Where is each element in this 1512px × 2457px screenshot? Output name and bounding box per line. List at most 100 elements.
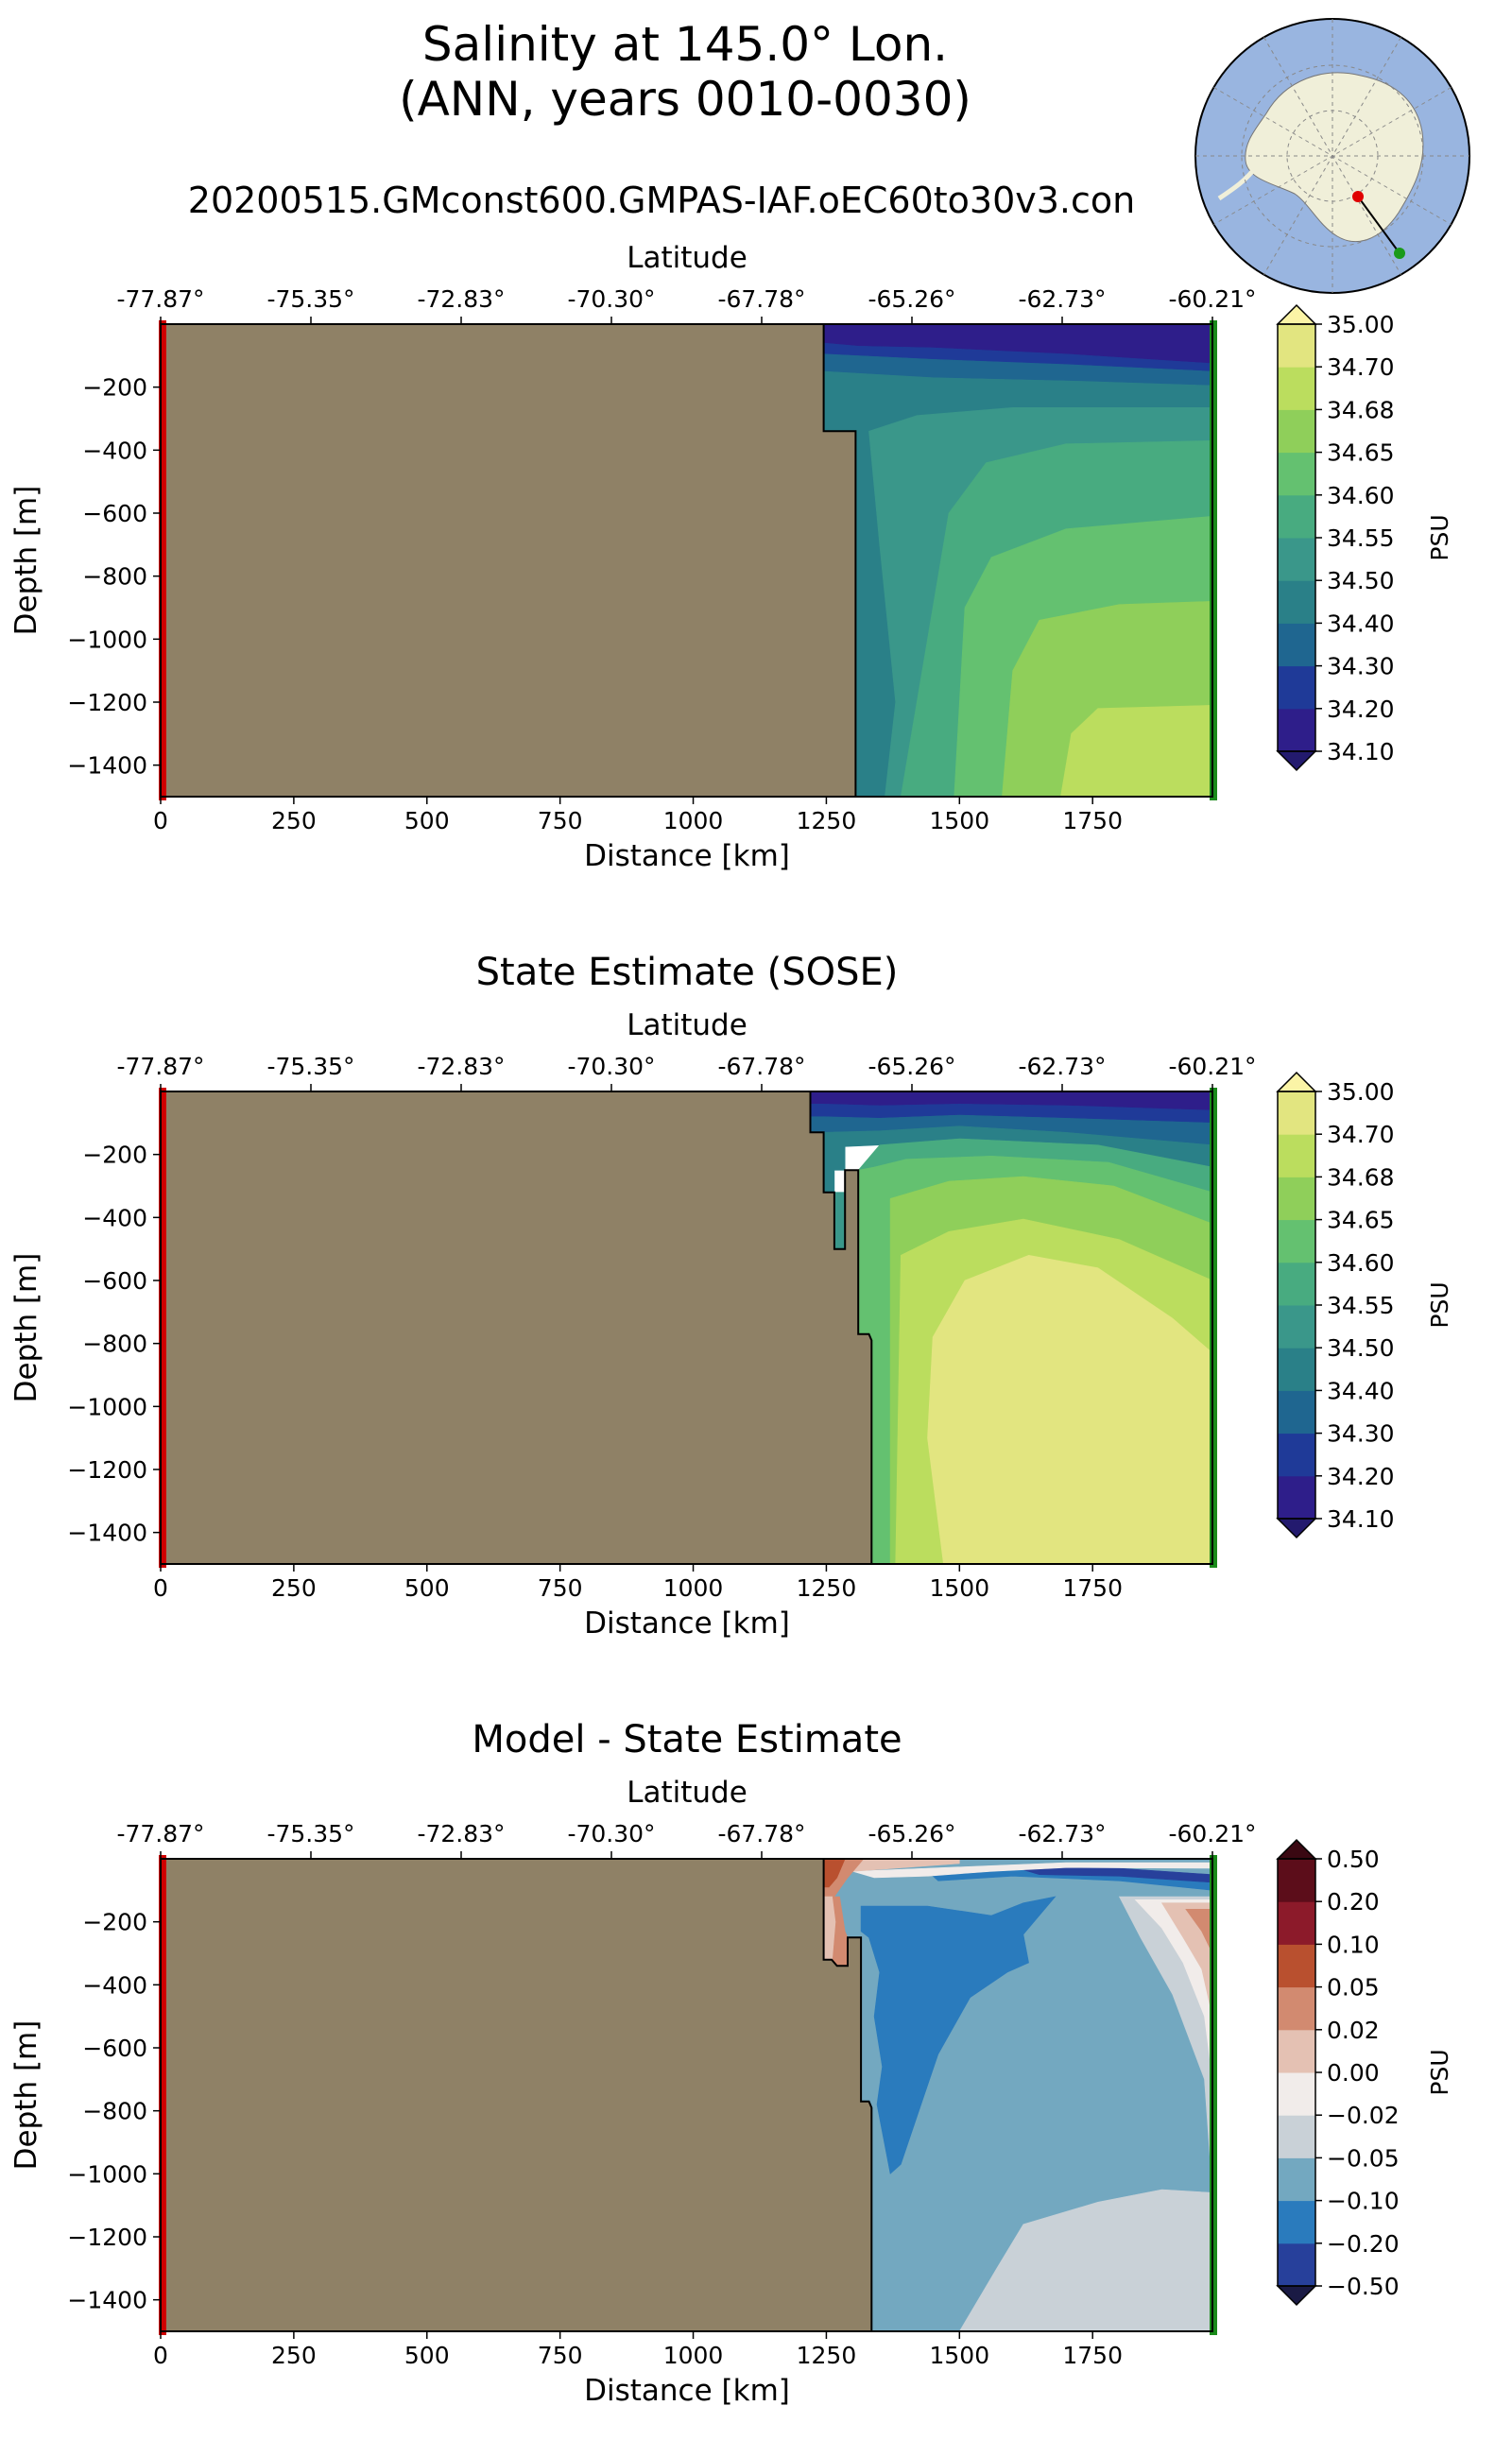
latitude-tick-label: -67.78°: [717, 1053, 805, 1080]
colorbar-tick-label: 34.50: [1327, 567, 1395, 594]
distance-tick-label: 1000: [663, 807, 724, 834]
colorbar-tick-label: 34.65: [1327, 439, 1395, 467]
colorbar-tick-label: −0.50: [1327, 2273, 1400, 2300]
distance-tick-label: 1500: [930, 2342, 990, 2369]
colorbar-tick-label: 34.20: [1327, 1463, 1395, 1490]
colorbar-segment: [1278, 2242, 1315, 2287]
depth-tick-label: −400: [82, 437, 147, 464]
distance-axis-label: Distance [km]: [584, 839, 790, 873]
distance-tick-label: 1750: [1062, 2342, 1123, 2369]
colorbar-segment: [1278, 452, 1315, 496]
colorbar-tick-label: 0.20: [1327, 1888, 1380, 1916]
colorbar-segment: [1278, 623, 1315, 667]
colorbar-tick-label: 34.30: [1327, 1420, 1395, 1448]
distance-tick-label: 750: [538, 2342, 583, 2369]
colorbar-extend-high: [1276, 303, 1317, 325]
colorbar-segment: [1278, 1433, 1315, 1477]
colorbar-segment: [1278, 1177, 1315, 1221]
inset-transect-line: [1357, 196, 1400, 254]
plot-frame: [160, 1858, 1213, 2332]
contour-band: [860, 1896, 1057, 2174]
contour-fills: [161, 1091, 1212, 1564]
transect-start-marker: [159, 1855, 166, 2335]
distance-tick-label: 0: [153, 807, 168, 834]
depth-tick-label: −400: [82, 1204, 147, 1231]
colorbar-segment: [1278, 1134, 1315, 1177]
land-mask: [161, 1091, 872, 1564]
inset-map: [1194, 18, 1470, 294]
colorbar-segment: [1278, 1091, 1315, 1135]
distance-tick-label: 750: [538, 1574, 583, 1602]
run-name: 20200515.GMconst600.GMPAS-IAF.oEC60to30v…: [187, 180, 1136, 221]
latitude-tick-label: -77.87°: [116, 285, 204, 313]
colorbar-extend-high: [1276, 1838, 1317, 1860]
distance-tick-label: 500: [404, 2342, 450, 2369]
plot-frame: [160, 1091, 1213, 1565]
colorbar-segment: [1278, 1986, 1315, 2031]
colorbar-tick-label: 34.70: [1327, 353, 1395, 381]
distance-tick-label: 1000: [663, 2342, 724, 2369]
colorbar-tick-label: 34.68: [1327, 1163, 1395, 1191]
colorbar-tick-label: −0.20: [1327, 2230, 1400, 2258]
distance-tick-label: 1250: [797, 807, 857, 834]
colorbar-label: PSU: [1426, 514, 1453, 560]
colorbar-tick-label: 0.05: [1327, 1974, 1380, 2002]
latitude-tick-label: -72.83°: [417, 1053, 505, 1080]
depth-tick-label: −600: [82, 2035, 147, 2062]
land-mask: [161, 1859, 872, 2331]
latitude-tick-label: -62.73°: [1018, 1053, 1106, 1080]
depth-tick-label: −1200: [67, 1456, 147, 1484]
depth-tick-label: −400: [82, 1971, 147, 1999]
depth-tick-label: −1000: [67, 626, 147, 653]
latitude-tick-label: -62.73°: [1018, 285, 1106, 313]
distance-tick-label: 1250: [797, 2342, 857, 2369]
distance-tick-label: 250: [271, 1574, 317, 1602]
latitude-tick-label: -60.21°: [1168, 1053, 1256, 1080]
colorbar-tick-label: 34.70: [1327, 1121, 1395, 1148]
colorbar-tick-label: 34.50: [1327, 1334, 1395, 1362]
distance-tick-label: 1250: [797, 1574, 857, 1602]
transect-start-marker: [159, 320, 166, 800]
inset-meridian: [1213, 87, 1452, 225]
distance-axis-label: Distance [km]: [584, 1606, 790, 1641]
distance-axis-label: Distance [km]: [584, 2374, 790, 2408]
colorbar-segment: [1278, 409, 1315, 454]
colorbar-tick-label: −0.02: [1327, 2102, 1400, 2129]
colorbar-tick-label: 34.30: [1327, 653, 1395, 680]
depth-tick-label: −1200: [67, 689, 147, 716]
contour-band: [1012, 1866, 1212, 1883]
colorbar-tick-label: 0.00: [1327, 2059, 1380, 2087]
latitude-tick-label: -70.30°: [567, 285, 655, 313]
depth-tick-label: −1400: [67, 1520, 147, 1547]
colorbar-segment: [1278, 1262, 1315, 1306]
inset-transect-start: [1352, 191, 1364, 202]
colorbar-segment: [1278, 2115, 1315, 2158]
latitude-axis-label: Latitude: [627, 1008, 747, 1042]
contour-band: [1060, 704, 1212, 797]
colorbar-segment: [1278, 1475, 1315, 1520]
colorbar-extend-low: [1276, 1518, 1317, 1539]
contour-band: [1185, 1909, 1212, 1954]
latitude-tick-label: -72.83°: [417, 285, 505, 313]
distance-tick-label: 250: [271, 2342, 317, 2369]
distance-tick-label: 750: [538, 807, 583, 834]
contour-fills: [161, 1859, 1212, 2331]
distance-tick-label: 1750: [1062, 1574, 1123, 1602]
depth-tick-label: −1400: [67, 752, 147, 780]
depth-axis-label: Depth [m]: [9, 1253, 43, 1403]
latitude-tick-label: -75.35°: [266, 285, 354, 313]
latitude-tick-label: -70.30°: [567, 1820, 655, 1847]
colorbar-tick-label: 0.50: [1327, 1846, 1380, 1873]
figure-title: Salinity at 145.0° Lon. (ANN, years 0010…: [180, 17, 1191, 127]
distance-tick-label: 1750: [1062, 807, 1123, 834]
panel-title: Model - State Estimate: [472, 1718, 902, 1761]
latitude-tick-label: -75.35°: [266, 1820, 354, 1847]
colorbar-tick-label: 34.60: [1327, 482, 1395, 509]
depth-tick-label: −1000: [67, 2160, 147, 2188]
depth-tick-label: −1000: [67, 1393, 147, 1420]
colorbar-tick-label: 35.00: [1327, 1078, 1395, 1106]
depth-axis-label: Depth [m]: [9, 2020, 43, 2171]
colorbar-segment: [1278, 1305, 1315, 1349]
panels: Latitude -77.87° -75.35° -72.83° -70.30° -67.…: [9, 241, 1453, 2408]
panel-2: State Estimate (SOSE) Latitude -77.87° -75.…: [9, 951, 1453, 1641]
